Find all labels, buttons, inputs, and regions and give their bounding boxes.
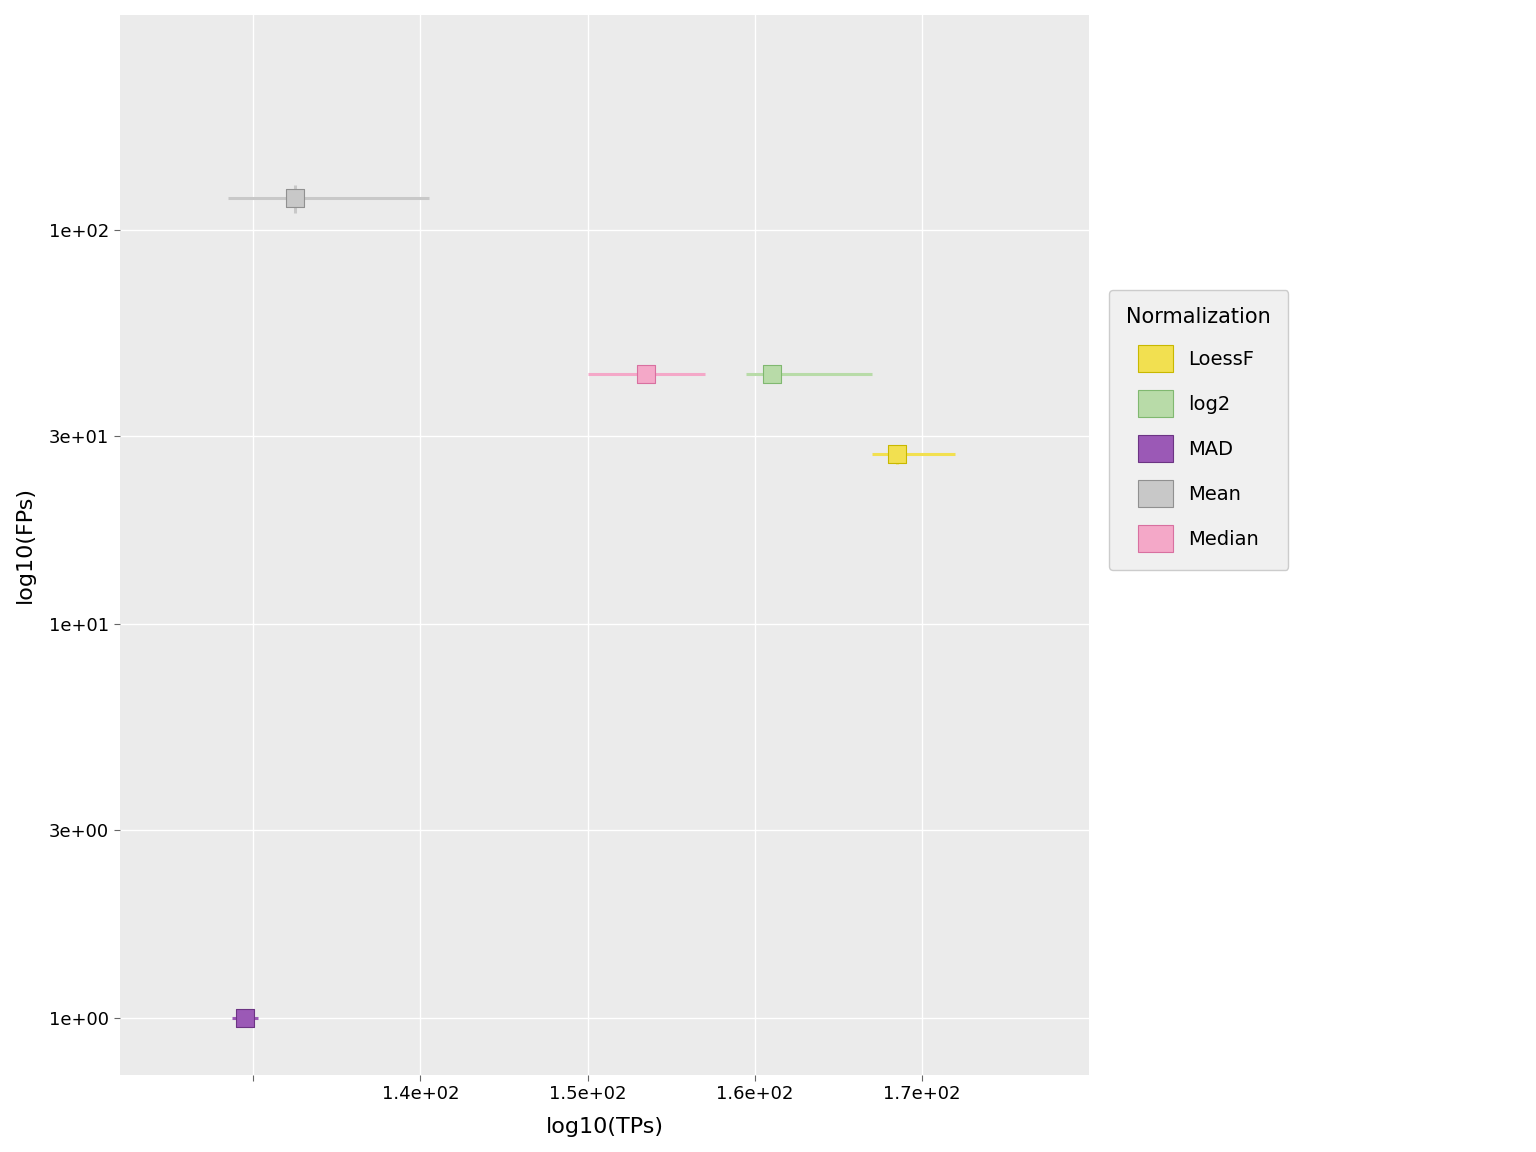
LoessF <box>885 445 909 463</box>
Median <box>634 365 659 384</box>
log2 <box>759 365 783 384</box>
Y-axis label: log10(FPs): log10(FPs) <box>15 486 35 604</box>
Mean <box>283 189 307 207</box>
X-axis label: log10(TPs): log10(TPs) <box>545 1117 664 1137</box>
Legend: LoessF, log2, MAD, Mean, Median: LoessF, log2, MAD, Mean, Median <box>1109 289 1289 570</box>
MAD <box>232 1009 257 1028</box>
